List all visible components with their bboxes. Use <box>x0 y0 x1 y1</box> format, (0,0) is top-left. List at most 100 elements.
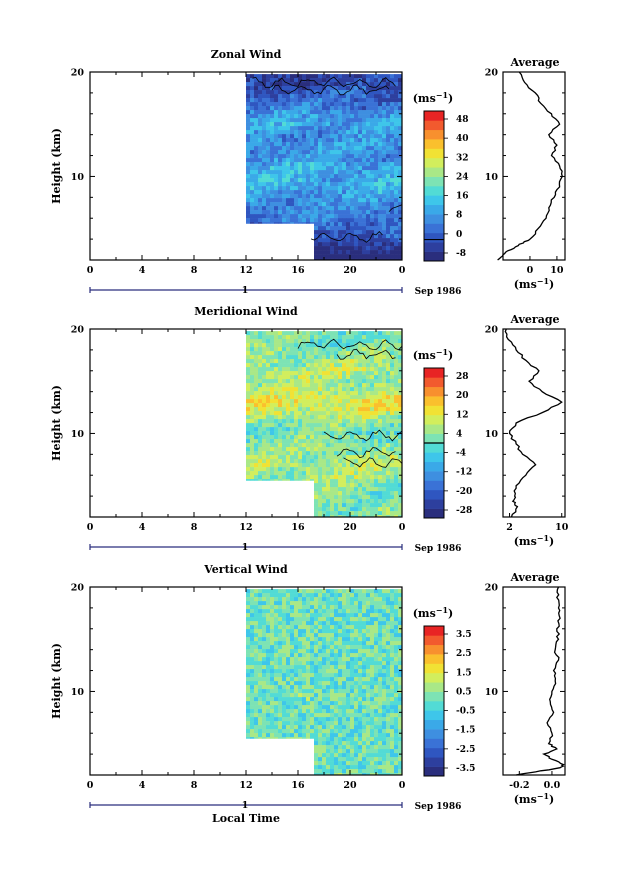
heatmap-cell <box>262 597 267 602</box>
heatmap-cell <box>290 178 295 183</box>
heatmap-cell <box>398 391 403 396</box>
heatmap-cell <box>366 363 371 368</box>
heatmap-cell <box>382 427 387 432</box>
heatmap-cell <box>326 238 331 243</box>
heatmap-cell <box>398 471 403 476</box>
heatmap-cell <box>338 617 343 622</box>
heatmap-cell <box>274 737 279 739</box>
heatmap-cell <box>330 146 335 151</box>
heatmap-cell <box>354 230 359 235</box>
heatmap-cell <box>370 162 375 167</box>
heatmap-cell <box>306 705 311 710</box>
heatmap-cell <box>334 499 339 504</box>
heatmap-cell <box>334 637 339 642</box>
heatmap-cell <box>322 250 327 255</box>
heatmap-cell <box>326 335 331 340</box>
heatmap-cell <box>286 102 291 107</box>
heatmap-cell <box>278 74 283 79</box>
heatmap-cell <box>350 717 355 722</box>
heatmap-cell <box>278 343 283 348</box>
heatmap-cell <box>350 697 355 702</box>
heatmap-cell <box>374 363 379 368</box>
heatmap-cell <box>302 170 307 175</box>
heatmap-cell <box>346 363 351 368</box>
heatmap-cell <box>326 194 331 199</box>
heatmap-cell <box>338 677 343 682</box>
heatmap-cell <box>254 98 259 103</box>
heatmap-cell <box>266 471 271 476</box>
heatmap-cell <box>362 190 367 195</box>
heatmap-cell <box>314 391 319 396</box>
heatmap-cell <box>294 198 299 203</box>
heatmap-cell <box>386 142 391 147</box>
heatmap-cell <box>286 689 291 694</box>
heatmap-cell <box>378 335 383 340</box>
heatmap-cell <box>370 383 375 388</box>
heatmap-cell <box>282 391 287 396</box>
heatmap-cell <box>358 166 363 171</box>
heatmap-cell <box>322 455 327 460</box>
heatmap-cell <box>386 170 391 175</box>
heatmap-cell <box>346 90 351 95</box>
heatmap-cell <box>370 395 375 400</box>
heatmap-cell <box>342 645 347 650</box>
heatmap-cell <box>302 597 307 602</box>
heatmap-cell <box>278 391 283 396</box>
heatmap-cell <box>270 162 275 167</box>
heatmap-cell <box>386 182 391 187</box>
heatmap-cell <box>310 693 315 698</box>
heatmap-cell <box>394 343 399 348</box>
heatmap-cell <box>290 347 295 352</box>
heatmap-cell <box>246 629 251 634</box>
heatmap-cell <box>354 661 359 666</box>
heatmap-cell <box>270 625 275 630</box>
heatmap-cell <box>330 186 335 191</box>
heatmap-cell <box>346 146 351 151</box>
heatmap-cell <box>394 166 399 171</box>
heatmap-cell <box>318 697 323 702</box>
heatmap-cell <box>298 106 303 111</box>
heatmap-cell <box>250 142 255 147</box>
heatmap-cell <box>266 713 271 718</box>
heatmap-cell <box>398 511 403 516</box>
heatmap-cell <box>262 403 267 408</box>
heatmap-cell <box>382 423 387 428</box>
heatmap-cell <box>338 102 343 107</box>
heatmap-cell <box>298 625 303 630</box>
heatmap-cell <box>270 593 275 598</box>
heatmap-cell <box>354 515 359 518</box>
heatmap-cell <box>262 190 267 195</box>
heatmap-cell <box>378 102 383 107</box>
heatmap-cell <box>346 729 351 734</box>
heatmap-cell <box>262 593 267 598</box>
heatmap-cell <box>302 395 307 400</box>
heatmap-cell <box>362 343 367 348</box>
heatmap-cell <box>370 94 375 99</box>
heatmap-cell <box>354 597 359 602</box>
heatmap-cell <box>254 162 259 167</box>
heatmap-cell <box>334 447 339 452</box>
heatmap-cell <box>378 242 383 247</box>
heatmap-cell <box>342 162 347 167</box>
heatmap-cell <box>246 709 251 714</box>
heatmap-cell <box>290 379 295 384</box>
heatmap-cell <box>266 629 271 634</box>
heatmap-cell <box>294 733 299 738</box>
heatmap-cell <box>270 343 275 348</box>
heatmap-cell <box>334 194 339 199</box>
heatmap-cell <box>290 431 295 436</box>
heatmap-cell <box>374 118 379 123</box>
heatmap-cell <box>318 94 323 99</box>
heatmap-cell <box>394 423 399 428</box>
heatmap-cell <box>254 463 259 468</box>
heatmap-cell <box>338 705 343 710</box>
heatmap-cell <box>318 351 323 356</box>
heatmap-cell <box>246 371 251 376</box>
heatmap-cell <box>250 158 255 163</box>
heatmap-cell <box>250 415 255 420</box>
heatmap-cell <box>362 142 367 147</box>
heatmap-cell <box>310 411 315 416</box>
heatmap-cell <box>354 621 359 626</box>
heatmap-cell <box>342 693 347 698</box>
heatmap-cell <box>318 339 323 344</box>
